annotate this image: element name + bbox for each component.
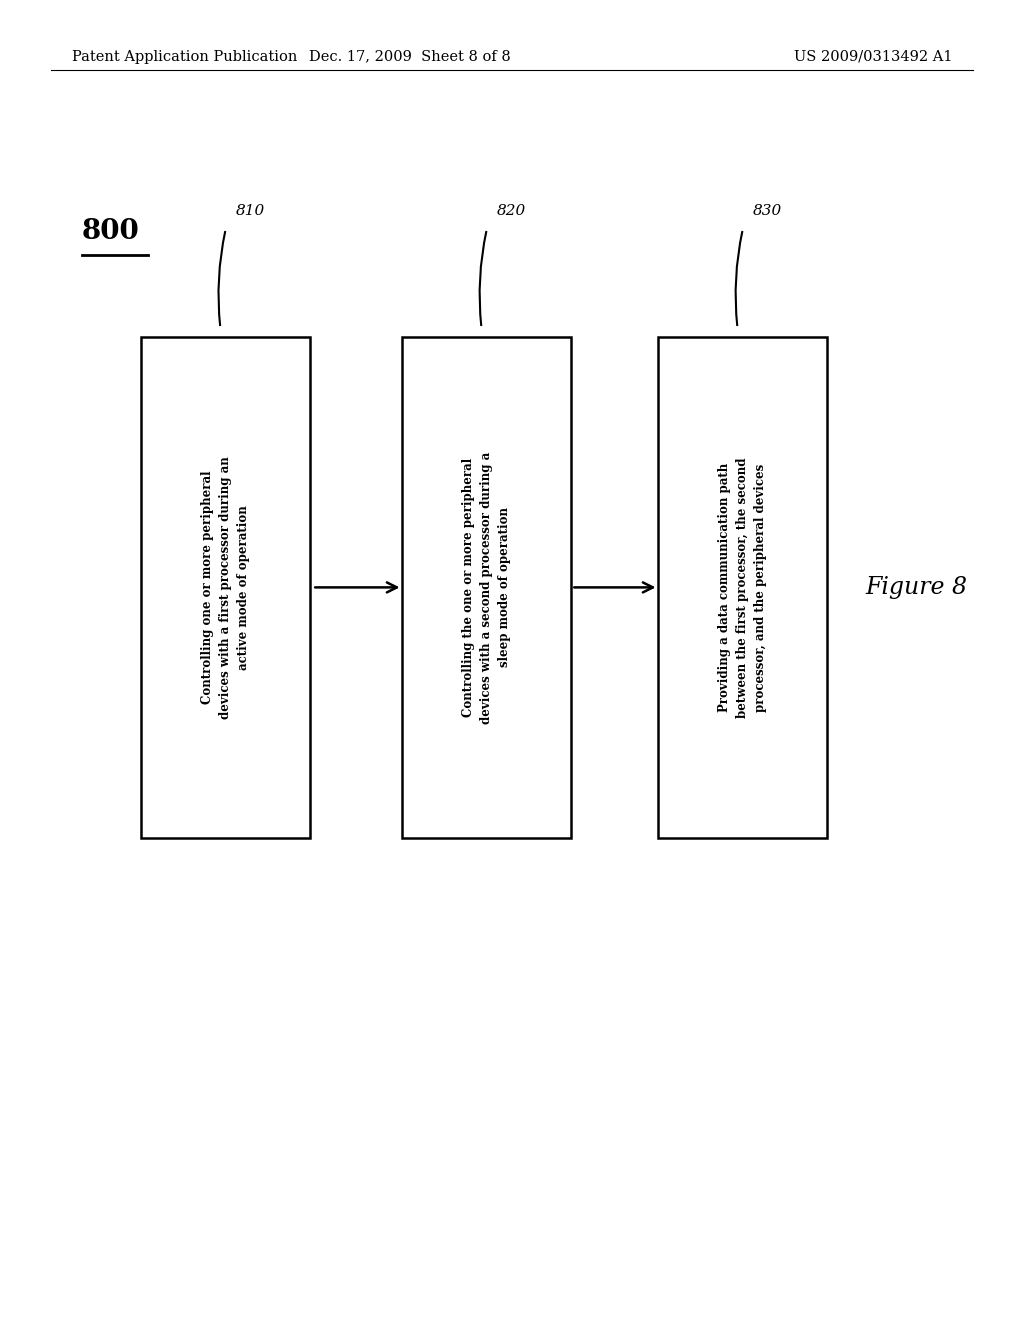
Text: 810: 810 bbox=[236, 203, 265, 218]
Text: Figure 8: Figure 8 bbox=[865, 576, 968, 599]
Bar bbox=[141, 337, 309, 838]
Text: Controlling one or more peripheral
devices with a first processor during an
acti: Controlling one or more peripheral devic… bbox=[201, 455, 250, 719]
Text: Dec. 17, 2009  Sheet 8 of 8: Dec. 17, 2009 Sheet 8 of 8 bbox=[308, 50, 511, 63]
Text: US 2009/0313492 A1: US 2009/0313492 A1 bbox=[794, 50, 952, 63]
Text: Patent Application Publication: Patent Application Publication bbox=[72, 50, 297, 63]
Text: Controlling the one or more peripheral
devices with a second processor during a
: Controlling the one or more peripheral d… bbox=[462, 451, 511, 723]
Text: Providing a data communication path
between the first processor, the second
proc: Providing a data communication path betw… bbox=[718, 457, 767, 718]
Text: 820: 820 bbox=[497, 203, 526, 218]
Bar bbox=[401, 337, 571, 838]
Text: 800: 800 bbox=[82, 218, 139, 244]
Bar bbox=[657, 337, 827, 838]
Text: 830: 830 bbox=[753, 203, 782, 218]
